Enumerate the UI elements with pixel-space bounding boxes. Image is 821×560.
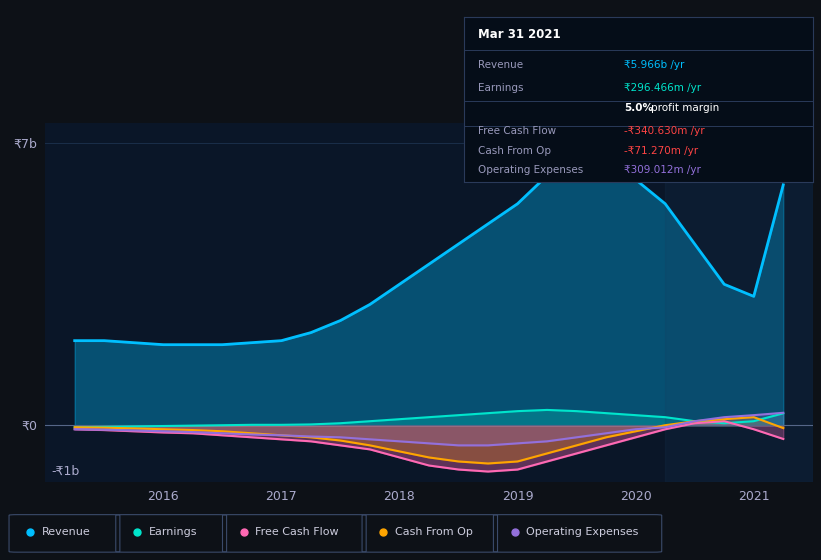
Text: Earnings: Earnings: [478, 83, 523, 93]
Text: Mar 31 2021: Mar 31 2021: [478, 29, 561, 41]
Text: ₹5.966b /yr: ₹5.966b /yr: [624, 60, 685, 69]
Text: 5.0%: 5.0%: [624, 102, 654, 113]
Bar: [665, 123, 813, 482]
Text: ₹309.012m /yr: ₹309.012m /yr: [624, 165, 701, 175]
Text: Operating Expenses: Operating Expenses: [526, 527, 639, 537]
Text: ₹296.466m /yr: ₹296.466m /yr: [624, 83, 701, 93]
Text: -₹340.630m /yr: -₹340.630m /yr: [624, 126, 705, 136]
Text: Operating Expenses: Operating Expenses: [478, 165, 583, 175]
Text: -₹71.270m /yr: -₹71.270m /yr: [624, 146, 699, 156]
Text: Earnings: Earnings: [149, 527, 197, 537]
Text: Free Cash Flow: Free Cash Flow: [255, 527, 339, 537]
Text: Revenue: Revenue: [478, 60, 523, 69]
Text: Revenue: Revenue: [42, 527, 90, 537]
Text: -₹1b: -₹1b: [51, 465, 80, 478]
Text: Free Cash Flow: Free Cash Flow: [478, 126, 556, 136]
Text: Cash From Op: Cash From Op: [478, 146, 551, 156]
Text: profit margin: profit margin: [650, 102, 719, 113]
Text: Cash From Op: Cash From Op: [395, 527, 473, 537]
